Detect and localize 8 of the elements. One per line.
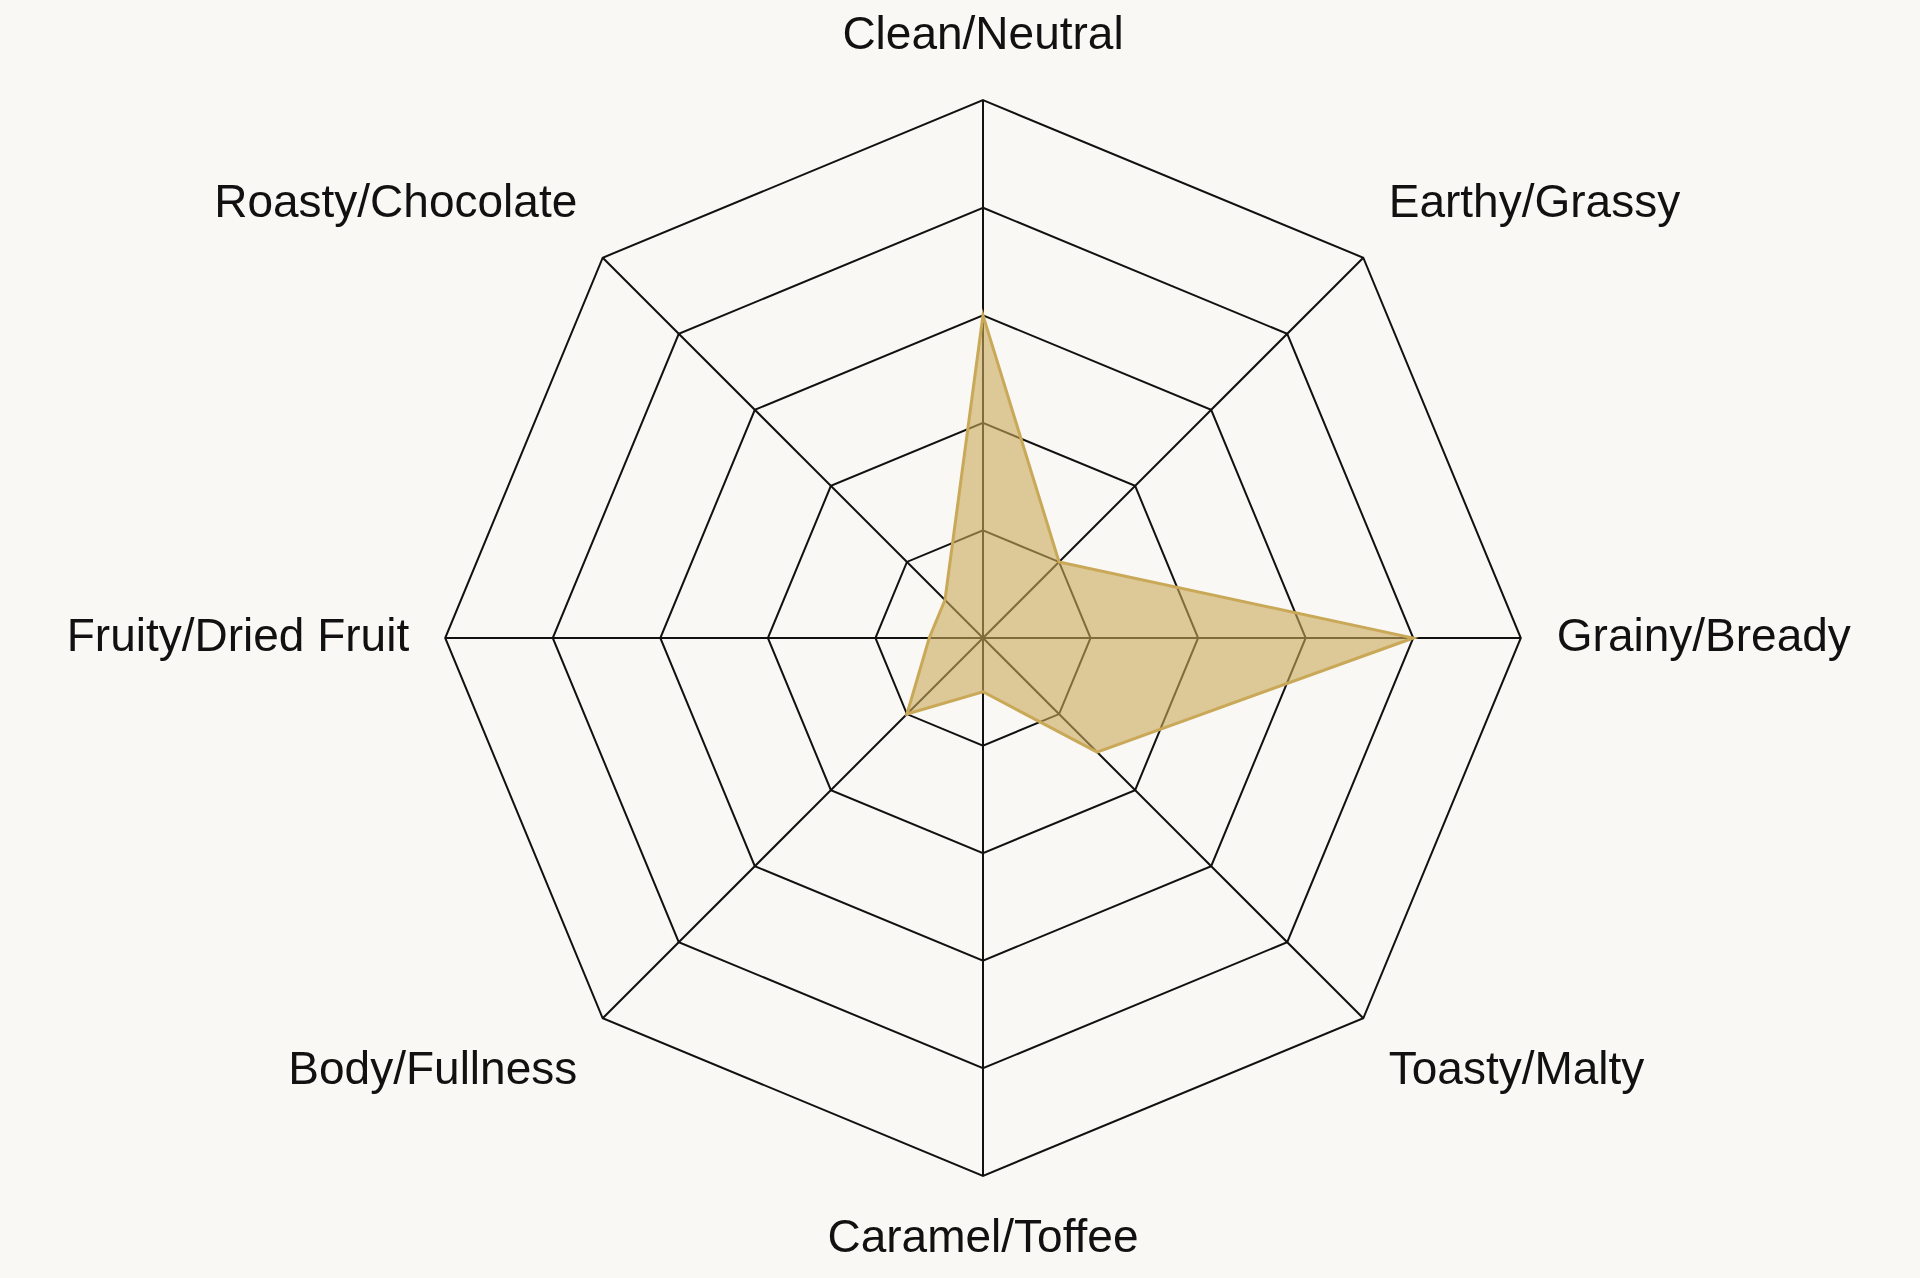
spoke-label: Clean/Neutral	[842, 7, 1124, 60]
spoke-label: Toasty/Malty	[1388, 1042, 1645, 1095]
spoke-label: Roasty/Chocolate	[214, 175, 578, 228]
spoke-label: Body/Fullness	[288, 1042, 578, 1095]
spoke-label: Earthy/Grassy	[1388, 175, 1681, 228]
spoke-label: Caramel/Toffee	[827, 1210, 1139, 1263]
spoke-label: Grainy/Bready	[1556, 608, 1851, 661]
spoke-label: Fruity/Dried Fruit	[66, 608, 410, 661]
